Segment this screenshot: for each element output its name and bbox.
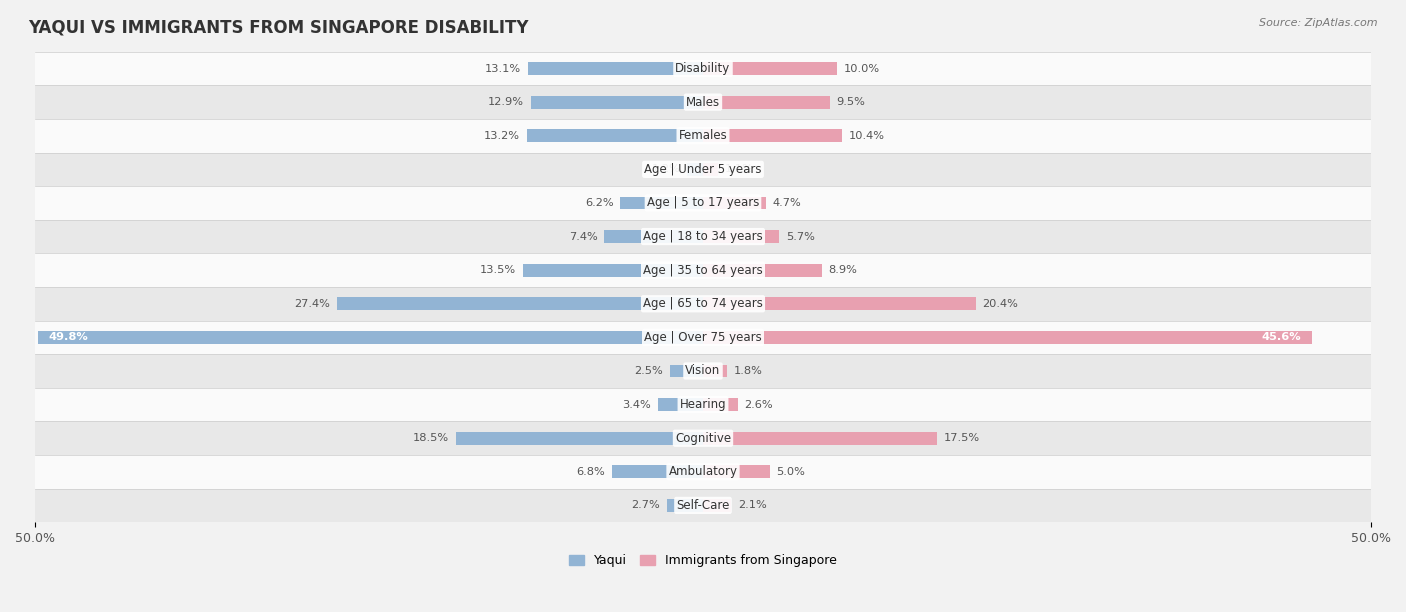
Bar — [703, 331, 1312, 344]
Bar — [35, 186, 1371, 220]
Text: 1.1%: 1.1% — [724, 165, 754, 174]
Text: 10.4%: 10.4% — [849, 131, 884, 141]
Bar — [688, 163, 703, 176]
Text: 1.2%: 1.2% — [651, 165, 681, 174]
Bar — [35, 52, 1371, 85]
Text: Disability: Disability — [675, 62, 731, 75]
Text: Males: Males — [686, 95, 720, 109]
Bar — [658, 398, 703, 411]
Text: 6.2%: 6.2% — [585, 198, 613, 208]
Text: 13.1%: 13.1% — [485, 64, 522, 73]
Text: Cognitive: Cognitive — [675, 431, 731, 445]
Bar — [35, 287, 1371, 321]
Bar — [35, 488, 1371, 522]
Bar — [527, 129, 703, 142]
Legend: Yaqui, Immigrants from Singapore: Yaqui, Immigrants from Singapore — [564, 550, 842, 572]
Bar — [620, 196, 703, 209]
Text: Vision: Vision — [685, 365, 721, 378]
Text: 2.5%: 2.5% — [634, 366, 662, 376]
Bar — [703, 62, 837, 75]
Bar — [35, 119, 1371, 152]
Text: 13.2%: 13.2% — [484, 131, 520, 141]
Text: Age | 65 to 74 years: Age | 65 to 74 years — [643, 297, 763, 310]
Bar — [523, 264, 703, 277]
Text: 2.7%: 2.7% — [631, 501, 661, 510]
Bar — [703, 163, 717, 176]
Text: 13.5%: 13.5% — [479, 265, 516, 275]
Text: 5.0%: 5.0% — [776, 467, 806, 477]
Text: 12.9%: 12.9% — [488, 97, 524, 107]
Text: Self-Care: Self-Care — [676, 499, 730, 512]
Text: 10.0%: 10.0% — [844, 64, 879, 73]
Text: 45.6%: 45.6% — [1263, 332, 1302, 342]
Bar — [605, 230, 703, 243]
Bar — [666, 499, 703, 512]
Bar — [35, 388, 1371, 422]
Text: 5.7%: 5.7% — [786, 231, 814, 242]
Bar — [703, 398, 738, 411]
Bar — [703, 297, 976, 310]
Text: 6.8%: 6.8% — [576, 467, 606, 477]
Text: 9.5%: 9.5% — [837, 97, 866, 107]
Text: Ambulatory: Ambulatory — [668, 465, 738, 479]
Bar — [35, 253, 1371, 287]
Text: 20.4%: 20.4% — [983, 299, 1018, 309]
Text: 4.7%: 4.7% — [772, 198, 801, 208]
Bar — [35, 455, 1371, 488]
Bar — [703, 129, 842, 142]
Bar — [456, 432, 703, 444]
Text: 1.8%: 1.8% — [734, 366, 762, 376]
Text: 3.4%: 3.4% — [621, 400, 651, 409]
Bar — [669, 365, 703, 378]
Bar — [703, 432, 936, 444]
Text: Age | 5 to 17 years: Age | 5 to 17 years — [647, 196, 759, 209]
Bar — [703, 95, 830, 108]
Text: Age | 18 to 34 years: Age | 18 to 34 years — [643, 230, 763, 243]
Text: Age | Over 75 years: Age | Over 75 years — [644, 331, 762, 344]
Bar — [703, 365, 727, 378]
Text: 2.1%: 2.1% — [738, 501, 766, 510]
Text: 17.5%: 17.5% — [943, 433, 980, 443]
Bar — [337, 297, 703, 310]
Text: Females: Females — [679, 129, 727, 142]
Bar — [703, 465, 770, 478]
Bar — [35, 354, 1371, 388]
Bar — [35, 321, 1371, 354]
Text: YAQUI VS IMMIGRANTS FROM SINGAPORE DISABILITY: YAQUI VS IMMIGRANTS FROM SINGAPORE DISAB… — [28, 18, 529, 36]
Text: Age | 35 to 64 years: Age | 35 to 64 years — [643, 264, 763, 277]
Text: Hearing: Hearing — [679, 398, 727, 411]
Text: 49.8%: 49.8% — [48, 332, 89, 342]
Text: 2.6%: 2.6% — [744, 400, 773, 409]
Bar — [529, 62, 703, 75]
Bar — [38, 331, 703, 344]
Bar — [530, 95, 703, 108]
Bar — [35, 85, 1371, 119]
Bar — [35, 422, 1371, 455]
Text: 18.5%: 18.5% — [413, 433, 449, 443]
Bar — [703, 264, 823, 277]
Bar — [703, 230, 779, 243]
Bar — [35, 152, 1371, 186]
Text: Source: ZipAtlas.com: Source: ZipAtlas.com — [1260, 18, 1378, 28]
Bar — [703, 499, 731, 512]
Bar — [612, 465, 703, 478]
Bar — [35, 220, 1371, 253]
Text: 27.4%: 27.4% — [294, 299, 330, 309]
Text: Age | Under 5 years: Age | Under 5 years — [644, 163, 762, 176]
Text: 8.9%: 8.9% — [828, 265, 858, 275]
Text: 7.4%: 7.4% — [568, 231, 598, 242]
Bar — [703, 196, 766, 209]
